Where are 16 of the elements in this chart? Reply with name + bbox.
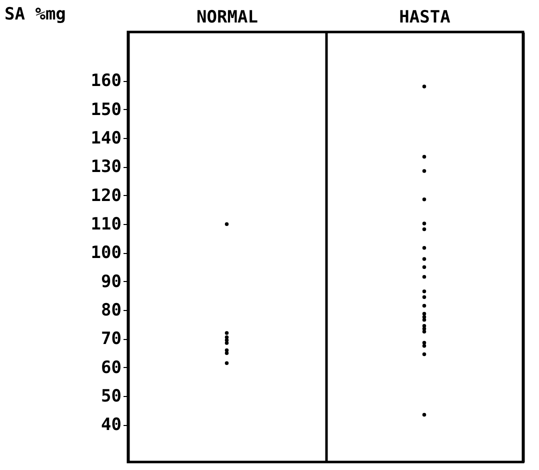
y-tick-label: 120 (90, 186, 122, 206)
y-axis-title: SA %mg (4, 4, 66, 24)
y-tick-label: 50 (101, 386, 122, 407)
y-tick-label: 70 (101, 329, 122, 350)
y-tick-label: 110 (90, 214, 122, 235)
y-tick-label: 60 (101, 358, 122, 378)
y-tick-label: 90 (101, 272, 122, 292)
y-tick-label: 100 (90, 243, 122, 264)
x-tick-label: NORMAL (196, 8, 258, 28)
y-tick-label: 150 (90, 100, 122, 120)
y-tick-label: 80 (101, 300, 122, 321)
y-tick-label: 160 (90, 71, 122, 92)
y-tick-label: 40 (101, 415, 122, 436)
y-tick-label: 140 (90, 128, 122, 149)
x-tick-label: HASTA (399, 8, 450, 28)
y-tick-label: 130 (90, 157, 122, 178)
